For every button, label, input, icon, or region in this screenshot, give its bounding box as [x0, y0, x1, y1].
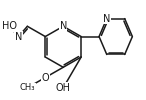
- Text: N: N: [103, 14, 110, 24]
- Text: N: N: [60, 21, 67, 31]
- Text: N: N: [15, 32, 22, 42]
- Text: O: O: [41, 72, 49, 82]
- Text: OH: OH: [56, 83, 71, 93]
- Text: HO: HO: [2, 21, 17, 31]
- Text: CH₃: CH₃: [20, 83, 35, 92]
